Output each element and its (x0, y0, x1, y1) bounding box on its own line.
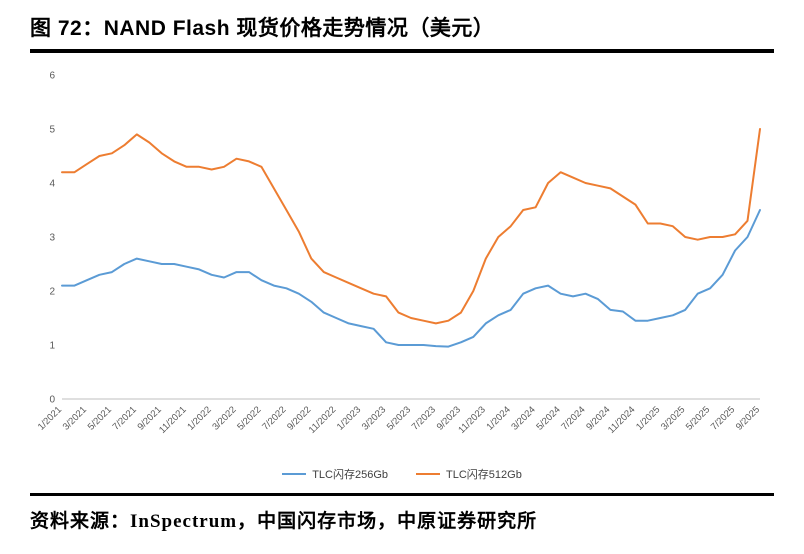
svg-text:11/2023: 11/2023 (456, 404, 488, 436)
svg-text:3/2021: 3/2021 (61, 404, 89, 432)
svg-text:11/2022: 11/2022 (307, 404, 339, 436)
svg-text:4: 4 (49, 179, 55, 190)
svg-text:5/2021: 5/2021 (86, 404, 114, 432)
chart-legend: TLC闪存256Gb TLC闪存512Gb (30, 465, 774, 483)
svg-text:1: 1 (49, 341, 55, 352)
svg-text:7/2022: 7/2022 (260, 404, 288, 432)
legend-swatch-256gb-icon (282, 473, 307, 475)
source-note: 资料来源：InSpectrum，中国闪存市场，中原证券研究所 (30, 493, 774, 533)
legend-swatch-512gb-icon (416, 473, 440, 475)
svg-text:1/2023: 1/2023 (335, 404, 363, 432)
legend-label-512gb: TLC闪存512Gb (446, 469, 522, 481)
svg-text:3/2025: 3/2025 (659, 404, 687, 432)
svg-text:1/2022: 1/2022 (185, 404, 213, 432)
svg-text:1/2024: 1/2024 (484, 404, 512, 432)
legend-item-256gb: TLC闪存256Gb (282, 466, 388, 482)
svg-text:7/2021: 7/2021 (111, 404, 139, 432)
svg-text:5/2025: 5/2025 (684, 404, 712, 432)
legend-item-512gb: TLC闪存512Gb (416, 466, 522, 482)
svg-text:7/2024: 7/2024 (559, 404, 587, 432)
svg-text:5/2023: 5/2023 (385, 404, 413, 432)
svg-text:5: 5 (49, 125, 55, 136)
svg-text:9/2025: 9/2025 (734, 404, 762, 432)
svg-text:11/2024: 11/2024 (606, 404, 638, 436)
svg-text:6: 6 (49, 71, 55, 82)
svg-text:7/2025: 7/2025 (709, 404, 737, 432)
report-page: 图 72：NAND Flash 现货价格走势情况（美元） 0 1 2 3 4 5 6 1/20… (30, 12, 774, 533)
svg-text:3/2023: 3/2023 (360, 404, 388, 432)
figure-title: 图 72：NAND Flash 现货价格走势情况（美元） (30, 12, 774, 53)
svg-text:3/2024: 3/2024 (509, 404, 537, 432)
svg-text:0: 0 (49, 395, 55, 406)
svg-text:3/2022: 3/2022 (210, 404, 238, 432)
legend-label-256gb: TLC闪存256Gb (312, 469, 388, 481)
svg-text:11/2021: 11/2021 (157, 404, 189, 436)
svg-text:2: 2 (49, 287, 55, 298)
svg-text:5/2024: 5/2024 (534, 404, 562, 432)
nand-price-chart: 0 1 2 3 4 5 6 1/2021 3/2021 5/2021 7/2021 9/2021 11/… (30, 59, 774, 483)
svg-text:3: 3 (49, 233, 55, 244)
svg-text:1/2021: 1/2021 (36, 404, 64, 432)
svg-text:5/2022: 5/2022 (235, 404, 263, 432)
svg-text:1/2025: 1/2025 (634, 404, 662, 432)
line-chart-canvas: 01234561/20213/20215/20217/20219/202111/… (36, 71, 762, 436)
svg-text:7/2023: 7/2023 (410, 404, 438, 432)
